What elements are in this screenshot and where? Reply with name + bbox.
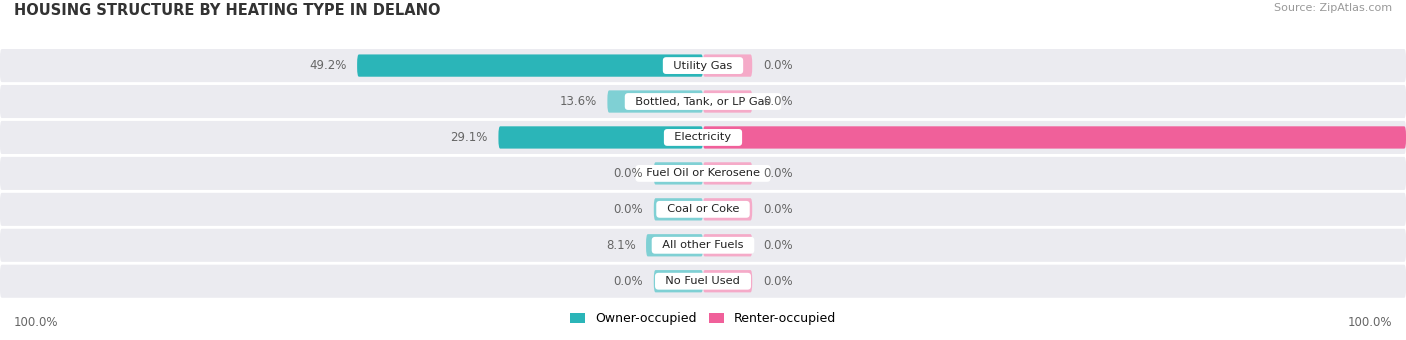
Text: 0.0%: 0.0% [762,167,793,180]
Legend: Owner-occupied, Renter-occupied: Owner-occupied, Renter-occupied [565,307,841,330]
Text: All other Fuels: All other Fuels [655,240,751,250]
Text: Fuel Oil or Kerosene: Fuel Oil or Kerosene [638,168,768,179]
FancyBboxPatch shape [703,270,752,292]
Text: 0.0%: 0.0% [762,203,793,216]
FancyBboxPatch shape [703,162,752,185]
FancyBboxPatch shape [0,121,1406,154]
Text: Bottled, Tank, or LP Gas: Bottled, Tank, or LP Gas [628,97,778,106]
Text: 0.0%: 0.0% [613,275,644,288]
FancyBboxPatch shape [0,265,1406,298]
Text: 0.0%: 0.0% [762,59,793,72]
FancyBboxPatch shape [0,85,1406,118]
Text: 0.0%: 0.0% [762,239,793,252]
FancyBboxPatch shape [654,162,703,185]
Text: 100.0%: 100.0% [14,317,59,329]
FancyBboxPatch shape [499,126,703,149]
FancyBboxPatch shape [654,270,703,292]
Text: 13.6%: 13.6% [560,95,596,108]
FancyBboxPatch shape [654,198,703,220]
FancyBboxPatch shape [703,126,1406,149]
Text: Utility Gas: Utility Gas [666,61,740,71]
Text: 0.0%: 0.0% [762,95,793,108]
Text: 29.1%: 29.1% [450,131,488,144]
FancyBboxPatch shape [647,234,703,256]
Text: Coal or Coke: Coal or Coke [659,204,747,214]
Text: 0.0%: 0.0% [613,203,644,216]
FancyBboxPatch shape [703,234,752,256]
Text: HOUSING STRUCTURE BY HEATING TYPE IN DELANO: HOUSING STRUCTURE BY HEATING TYPE IN DEL… [14,3,440,18]
FancyBboxPatch shape [703,198,752,220]
FancyBboxPatch shape [0,229,1406,262]
Text: 0.0%: 0.0% [613,167,644,180]
Text: 0.0%: 0.0% [762,275,793,288]
Text: No Fuel Used: No Fuel Used [658,276,748,286]
FancyBboxPatch shape [607,90,703,113]
Text: 100.0%: 100.0% [1347,317,1392,329]
FancyBboxPatch shape [703,54,752,77]
Text: 49.2%: 49.2% [309,59,346,72]
FancyBboxPatch shape [0,49,1406,82]
FancyBboxPatch shape [0,157,1406,190]
Text: Source: ZipAtlas.com: Source: ZipAtlas.com [1274,3,1392,13]
Text: 8.1%: 8.1% [606,239,636,252]
FancyBboxPatch shape [0,193,1406,226]
FancyBboxPatch shape [703,90,752,113]
Text: Electricity: Electricity [668,133,738,142]
FancyBboxPatch shape [357,54,703,77]
